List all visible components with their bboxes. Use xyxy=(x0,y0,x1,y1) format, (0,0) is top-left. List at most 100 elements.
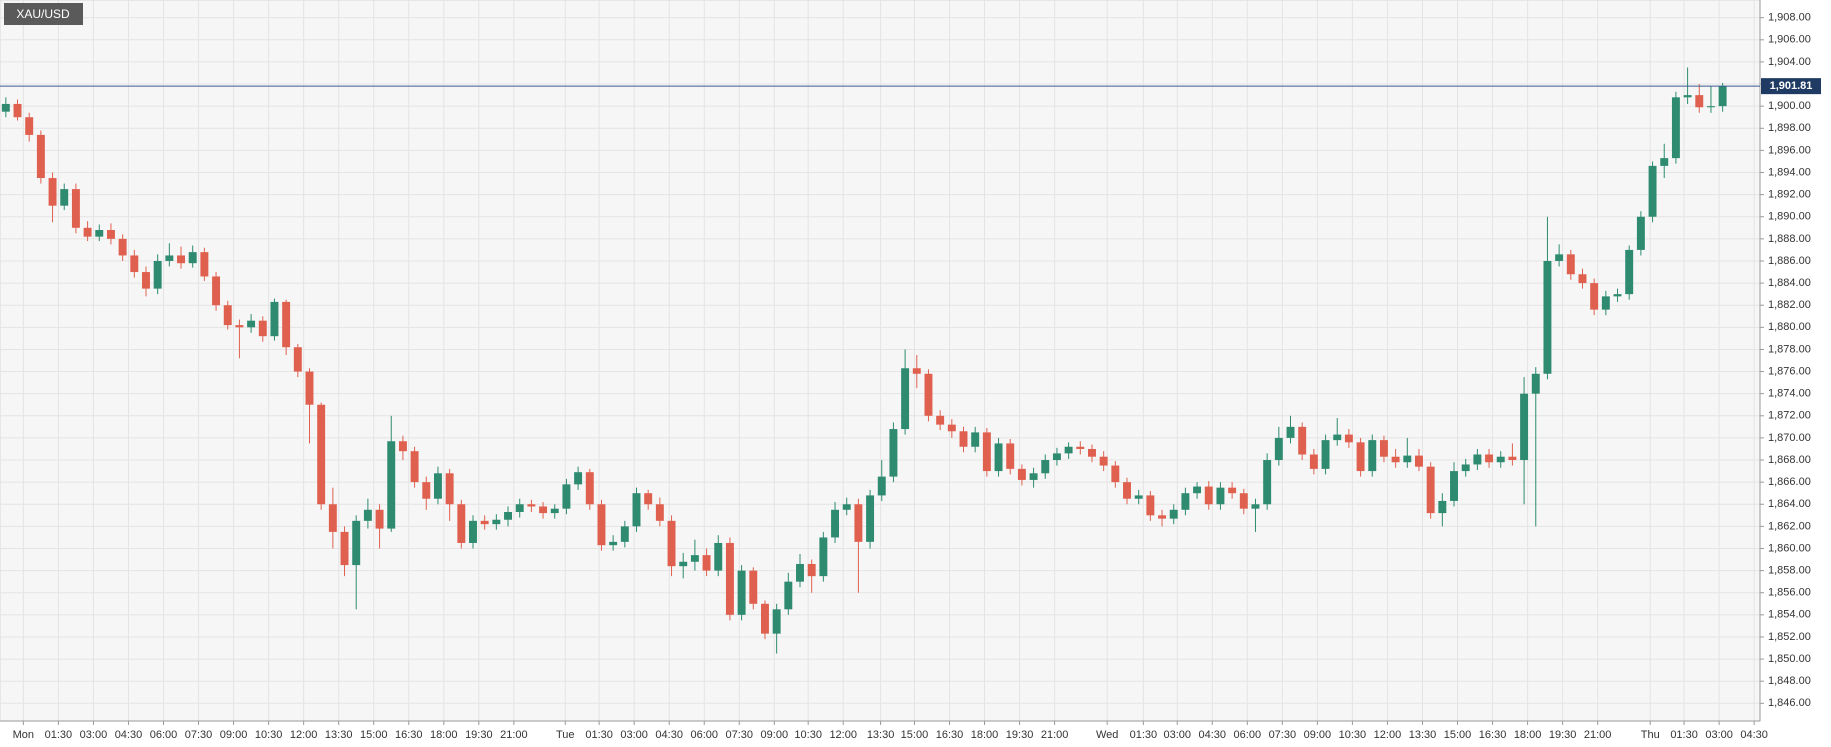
x-tick-label: 04:30 xyxy=(115,729,143,741)
y-tick-label: 1,868.00 xyxy=(1768,454,1811,466)
title-box xyxy=(4,3,83,25)
candle-body xyxy=(959,431,968,447)
x-tick-label: 21:00 xyxy=(1584,729,1612,741)
x-tick-label: 15:00 xyxy=(901,729,929,741)
candle-body xyxy=(1555,254,1564,261)
candle-body xyxy=(842,504,851,510)
candle-body xyxy=(1239,493,1248,509)
candle-body xyxy=(854,504,863,542)
x-tick-label: 13:30 xyxy=(1409,729,1437,741)
x-tick-label: 03:00 xyxy=(1163,729,1191,741)
candle-body xyxy=(1368,440,1377,472)
candle-body xyxy=(866,495,875,542)
x-tick-label: 13:30 xyxy=(325,729,353,741)
candle-body xyxy=(1052,453,1061,461)
candle-body xyxy=(971,432,980,447)
candle-body xyxy=(702,555,711,571)
candle-body xyxy=(1041,460,1050,474)
candle-body xyxy=(1473,454,1482,465)
y-tick-label: 1,904.00 xyxy=(1768,56,1811,68)
candle-body xyxy=(1520,393,1529,461)
x-tick-label: 15:00 xyxy=(1444,729,1472,741)
candle-body xyxy=(1379,440,1388,457)
chart-title: XAU/USD xyxy=(16,7,70,21)
y-tick-label: 1,852.00 xyxy=(1768,631,1811,643)
candle-body xyxy=(737,570,746,615)
candle-body xyxy=(118,238,127,256)
x-tick-label: 18:00 xyxy=(971,729,999,741)
candle-body xyxy=(153,260,162,289)
candle-body xyxy=(106,230,115,239)
candle-body xyxy=(690,555,699,562)
candle-body xyxy=(1403,455,1412,463)
x-tick-label: Thu xyxy=(1641,729,1660,741)
candle-body xyxy=(422,482,431,499)
candle-body xyxy=(784,581,793,610)
x-tick-label: 10:30 xyxy=(794,729,822,741)
candle-body xyxy=(667,520,676,567)
x-tick-label: 12:00 xyxy=(290,729,318,741)
candle-body xyxy=(1461,464,1470,472)
x-tick-label: 19:30 xyxy=(1549,729,1577,741)
candle-body xyxy=(644,493,653,505)
candle-body xyxy=(515,504,524,512)
y-tick-label: 1,860.00 xyxy=(1768,542,1811,554)
candle-body xyxy=(340,531,349,566)
candle-body xyxy=(282,301,291,348)
candle-body xyxy=(177,255,185,264)
candle-body xyxy=(1391,456,1400,463)
x-tick-label: 01:30 xyxy=(1130,729,1158,741)
candle-body xyxy=(679,561,688,567)
candle-body xyxy=(375,509,384,529)
candle-body xyxy=(1450,471,1458,501)
candle-body xyxy=(328,504,337,532)
candle-body xyxy=(1111,465,1120,483)
candle-body xyxy=(1088,448,1096,457)
y-tick-label: 1,876.00 xyxy=(1768,365,1811,377)
x-tick-label: 06:00 xyxy=(150,729,178,741)
x-tick-label: 07:30 xyxy=(1269,729,1297,741)
candle-body xyxy=(83,227,92,237)
candle-body xyxy=(410,451,419,483)
y-tick-label: 1,880.00 xyxy=(1768,321,1811,333)
candle-body xyxy=(1706,106,1715,108)
x-tick-label: 04:30 xyxy=(655,729,683,741)
y-tick-label: 1,882.00 xyxy=(1768,299,1811,311)
candle-body xyxy=(433,473,442,499)
candle-body xyxy=(1029,473,1038,480)
y-tick-label: 1,906.00 xyxy=(1768,34,1811,46)
candle-body xyxy=(71,189,80,228)
candle-body xyxy=(632,493,641,527)
y-tick-label: 1,870.00 xyxy=(1768,432,1811,444)
candle-body xyxy=(1,103,10,112)
candle-body xyxy=(1671,97,1680,159)
candle-body xyxy=(1251,504,1260,509)
candle-body xyxy=(480,520,489,525)
x-tick-label: 07:30 xyxy=(185,729,213,741)
candle-body xyxy=(188,252,197,264)
y-tick-label: 1,846.00 xyxy=(1768,697,1811,709)
x-tick-label: 10:30 xyxy=(1339,729,1367,741)
x-tick-label: 21:00 xyxy=(1041,729,1069,741)
y-tick-label: 1,908.00 xyxy=(1768,12,1811,24)
y-tick-label: 1,892.00 xyxy=(1768,189,1811,201)
candle-body xyxy=(1204,486,1213,505)
x-tick-label: 09:00 xyxy=(1304,729,1332,741)
x-tick-label: 19:30 xyxy=(465,729,493,741)
candle-body xyxy=(725,542,734,615)
candle-body xyxy=(772,609,781,634)
x-tick-label: Wed xyxy=(1096,729,1118,741)
candle-body xyxy=(142,272,150,289)
candle-body xyxy=(1216,487,1225,505)
x-tick-label: 09:00 xyxy=(761,729,789,741)
x-tick-label: 16:30 xyxy=(395,729,423,741)
x-tick-label: Tue xyxy=(556,729,575,741)
candle-body xyxy=(36,134,45,179)
candle-body xyxy=(1531,373,1540,394)
candle-body xyxy=(1017,468,1026,480)
x-tick-label: 03:00 xyxy=(80,729,108,741)
candle-body xyxy=(95,230,104,237)
candle-body xyxy=(597,504,606,546)
candle-body xyxy=(469,520,477,543)
